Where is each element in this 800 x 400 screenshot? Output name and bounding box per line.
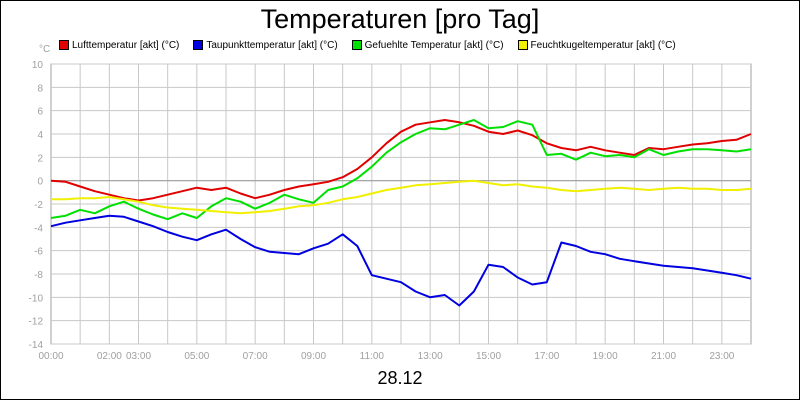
x-tick-label: 15:00	[476, 351, 501, 362]
y-tick-label: 0	[37, 177, 43, 188]
x-tick-label: 09:00	[301, 351, 326, 362]
y-tick-label: -8	[34, 270, 43, 281]
legend-item: Lufttemperatur [akt] (°C)	[59, 38, 179, 52]
legend-swatch	[59, 40, 69, 50]
y-tick-label: 2	[37, 153, 43, 164]
y-unit-label: °C	[39, 44, 50, 55]
legend-item: Gefuehlte Temperatur [akt] (°C)	[351, 38, 504, 52]
legend-label: Lufttemperatur [akt] (°C)	[72, 39, 180, 51]
x-tick-label: 19:00	[593, 351, 618, 362]
legend-item: Feuchtkugeltemperatur [akt] (°C)	[517, 38, 676, 52]
x-tick-label: 13:00	[418, 351, 443, 362]
x-tick-label: 02:00	[97, 351, 122, 362]
y-tick-label: 8	[37, 83, 43, 94]
legend-label: Gefuehlte Temperatur [akt] (°C)	[364, 39, 504, 51]
x-tick-label: 11:00	[360, 351, 385, 362]
x-tick-label: 21:00	[651, 351, 676, 362]
x-axis-caption: 28.12	[377, 368, 423, 388]
x-tick-label: 03:00	[126, 351, 151, 362]
series-line	[50, 119, 752, 221]
y-tick-label: -4	[34, 223, 43, 234]
legend-item: Taupunkttemperatur [akt] (°C)	[193, 38, 338, 52]
y-tick-label: -12	[29, 317, 44, 328]
x-tick-label: 05:00	[184, 351, 209, 362]
x-tick-label: 17:00	[534, 351, 559, 362]
legend-label: Feuchtkugeltemperatur [akt] (°C)	[530, 39, 676, 51]
y-tick-label: 6	[37, 107, 43, 118]
legend-swatch	[351, 40, 362, 50]
legend-swatch	[193, 40, 204, 50]
series-line	[50, 119, 752, 202]
legend-swatch	[517, 40, 528, 50]
chart-title: Temperaturen [pro Tag]	[260, 4, 540, 34]
series-line	[50, 214, 752, 307]
y-tick-label: -6	[34, 247, 43, 258]
x-tick-label: 23:00	[709, 351, 734, 362]
chart-legend: Lufttemperatur [akt] (°C) Taupunkttempera…	[59, 38, 676, 52]
y-tick-label: -2	[34, 200, 43, 211]
legend-label: Taupunkttemperatur [akt] (°C)	[206, 39, 338, 51]
y-tick-label: -10	[29, 293, 44, 304]
y-tick-label: -14	[29, 340, 44, 351]
x-tick-label: 00:00	[38, 351, 63, 362]
series-line	[51, 179, 752, 215]
y-tick-label: 4	[37, 130, 43, 141]
x-tick-label: 07:00	[243, 351, 268, 362]
y-tick-label: 10	[32, 60, 44, 71]
